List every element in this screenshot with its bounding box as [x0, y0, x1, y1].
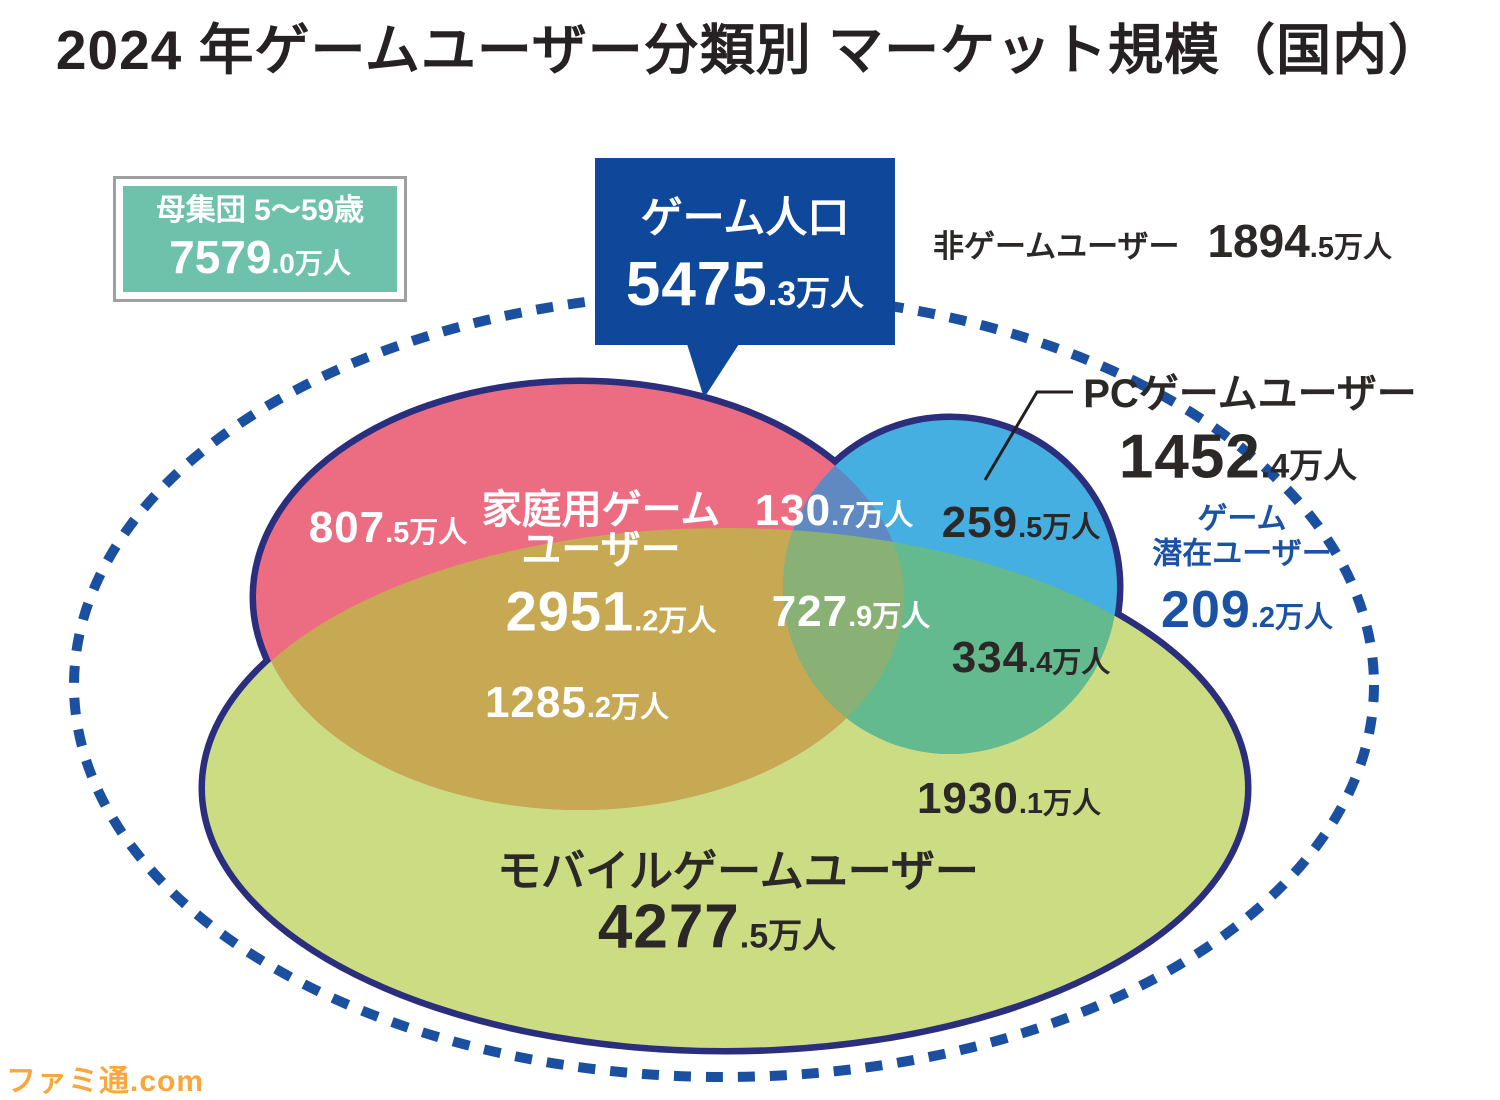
region-pc-only: 259.5万人 [941, 498, 1101, 547]
console-mobile-overlap [256, 528, 904, 810]
latent-users-label: ゲーム 潜在ユーザー [1152, 502, 1332, 571]
region-pc-mobile: 334.4万人 [951, 633, 1111, 682]
region-console-only: 807.5万人 [308, 503, 468, 552]
mobile-users-label: モバイルゲームユーザー [497, 847, 979, 896]
latent-users-value: 209.2万人 [1161, 581, 1333, 639]
non-game-users-value: 1894.5万人 [1207, 215, 1392, 267]
region-console-mobile: 1285.2万人 [484, 678, 670, 727]
bubble-tail [687, 344, 739, 398]
population-label: 母集団 5〜59歳 [155, 193, 365, 227]
console-users-value: 2951.2万人 [505, 579, 717, 643]
pc-users-label: PCゲームユーザー [1083, 372, 1417, 416]
region-triple: 727.9万人 [771, 587, 931, 636]
non-game-users-label: 非ゲームユーザー [933, 229, 1180, 264]
mobile-users-value: 4277.5万人 [597, 892, 837, 962]
population-value: 7579.0万人 [169, 231, 351, 284]
pc-users-value: 1452.4万人 [1118, 422, 1358, 492]
game-population-value: 5475.3万人 [625, 249, 865, 319]
population-box: 母集団 5〜59歳 7579.0万人 [113, 176, 407, 302]
pc-leader-line [983, 390, 1073, 481]
game-population-dashed-ellipse [69, 288, 1379, 1082]
game-population-bubble: ゲーム人口 5475.3万人 [595, 158, 895, 345]
population-box-inner: 母集団 5〜59歳 7579.0万人 [123, 186, 397, 292]
game-population-label: ゲーム人口 [640, 193, 850, 241]
region-mobile-only: 1930.1万人 [916, 774, 1102, 823]
pc-mobile-overlap [783, 528, 1117, 754]
console-users-label: 家庭用ゲーム ユーザー [481, 488, 721, 572]
page-title: 2024 年ゲームユーザー分類別 マーケット規模（国内） [55, 19, 1445, 81]
region-console-pc: 130.7万人 [754, 486, 914, 535]
famitsu-logo: ファミ通.com [6, 1065, 205, 1098]
non-game-users: 非ゲームユーザー 1894.5万人 [933, 214, 1392, 268]
